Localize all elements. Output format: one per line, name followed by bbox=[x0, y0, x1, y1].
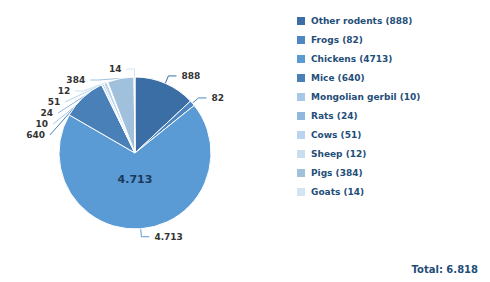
svg-text:888: 888 bbox=[181, 71, 200, 81]
svg-text:Cows (51): Cows (51) bbox=[311, 130, 361, 140]
svg-text:Frogs (82): Frogs (82) bbox=[311, 35, 363, 45]
svg-text:384: 384 bbox=[66, 75, 85, 85]
svg-text:82: 82 bbox=[211, 93, 224, 103]
svg-text:Goats (14): Goats (14) bbox=[311, 187, 364, 197]
svg-text:Other rodents (888): Other rodents (888) bbox=[311, 16, 412, 26]
svg-text:Sheep (12): Sheep (12) bbox=[311, 149, 366, 159]
svg-text:Mongolian gerbil (10): Mongolian gerbil (10) bbox=[311, 92, 420, 102]
svg-text:4.713: 4.713 bbox=[154, 232, 182, 242]
svg-text:Mice (640): Mice (640) bbox=[311, 73, 365, 83]
svg-text:640: 640 bbox=[26, 130, 45, 140]
svg-text:Total: 6.818: Total: 6.818 bbox=[412, 264, 478, 275]
svg-text:Pigs (384): Pigs (384) bbox=[311, 168, 363, 178]
svg-text:10: 10 bbox=[36, 119, 49, 129]
svg-text:24: 24 bbox=[41, 108, 54, 118]
svg-text:4.713: 4.713 bbox=[118, 173, 153, 186]
svg-text:Rats (24): Rats (24) bbox=[311, 111, 358, 121]
svg-text:14: 14 bbox=[109, 64, 122, 74]
svg-text:51: 51 bbox=[48, 97, 61, 107]
svg-text:Chickens (4713): Chickens (4713) bbox=[311, 54, 392, 64]
svg-text:12: 12 bbox=[58, 86, 71, 96]
